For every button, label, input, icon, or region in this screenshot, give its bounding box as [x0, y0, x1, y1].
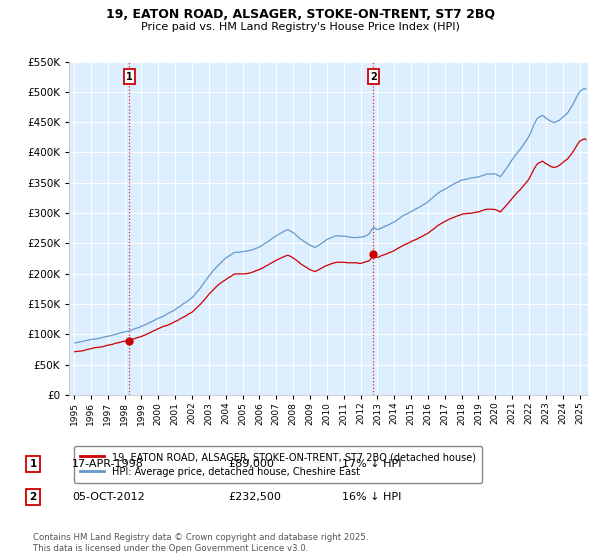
Text: 05-OCT-2012: 05-OCT-2012 [72, 492, 145, 502]
Text: £232,500: £232,500 [228, 492, 281, 502]
Text: 1: 1 [29, 459, 37, 469]
Legend: 19, EATON ROAD, ALSAGER, STOKE-ON-TRENT, ST7 2BQ (detached house), HPI: Average : 19, EATON ROAD, ALSAGER, STOKE-ON-TRENT,… [74, 446, 482, 483]
Text: 1: 1 [126, 72, 133, 82]
Text: 17-APR-1998: 17-APR-1998 [72, 459, 144, 469]
Text: Contains HM Land Registry data © Crown copyright and database right 2025.
This d: Contains HM Land Registry data © Crown c… [33, 533, 368, 553]
Text: 19, EATON ROAD, ALSAGER, STOKE-ON-TRENT, ST7 2BQ: 19, EATON ROAD, ALSAGER, STOKE-ON-TRENT,… [106, 8, 494, 21]
Text: 16% ↓ HPI: 16% ↓ HPI [342, 492, 401, 502]
Text: 2: 2 [29, 492, 37, 502]
Text: 2: 2 [370, 72, 377, 82]
Text: Price paid vs. HM Land Registry's House Price Index (HPI): Price paid vs. HM Land Registry's House … [140, 22, 460, 32]
Text: £89,000: £89,000 [228, 459, 274, 469]
Text: 17% ↓ HPI: 17% ↓ HPI [342, 459, 401, 469]
